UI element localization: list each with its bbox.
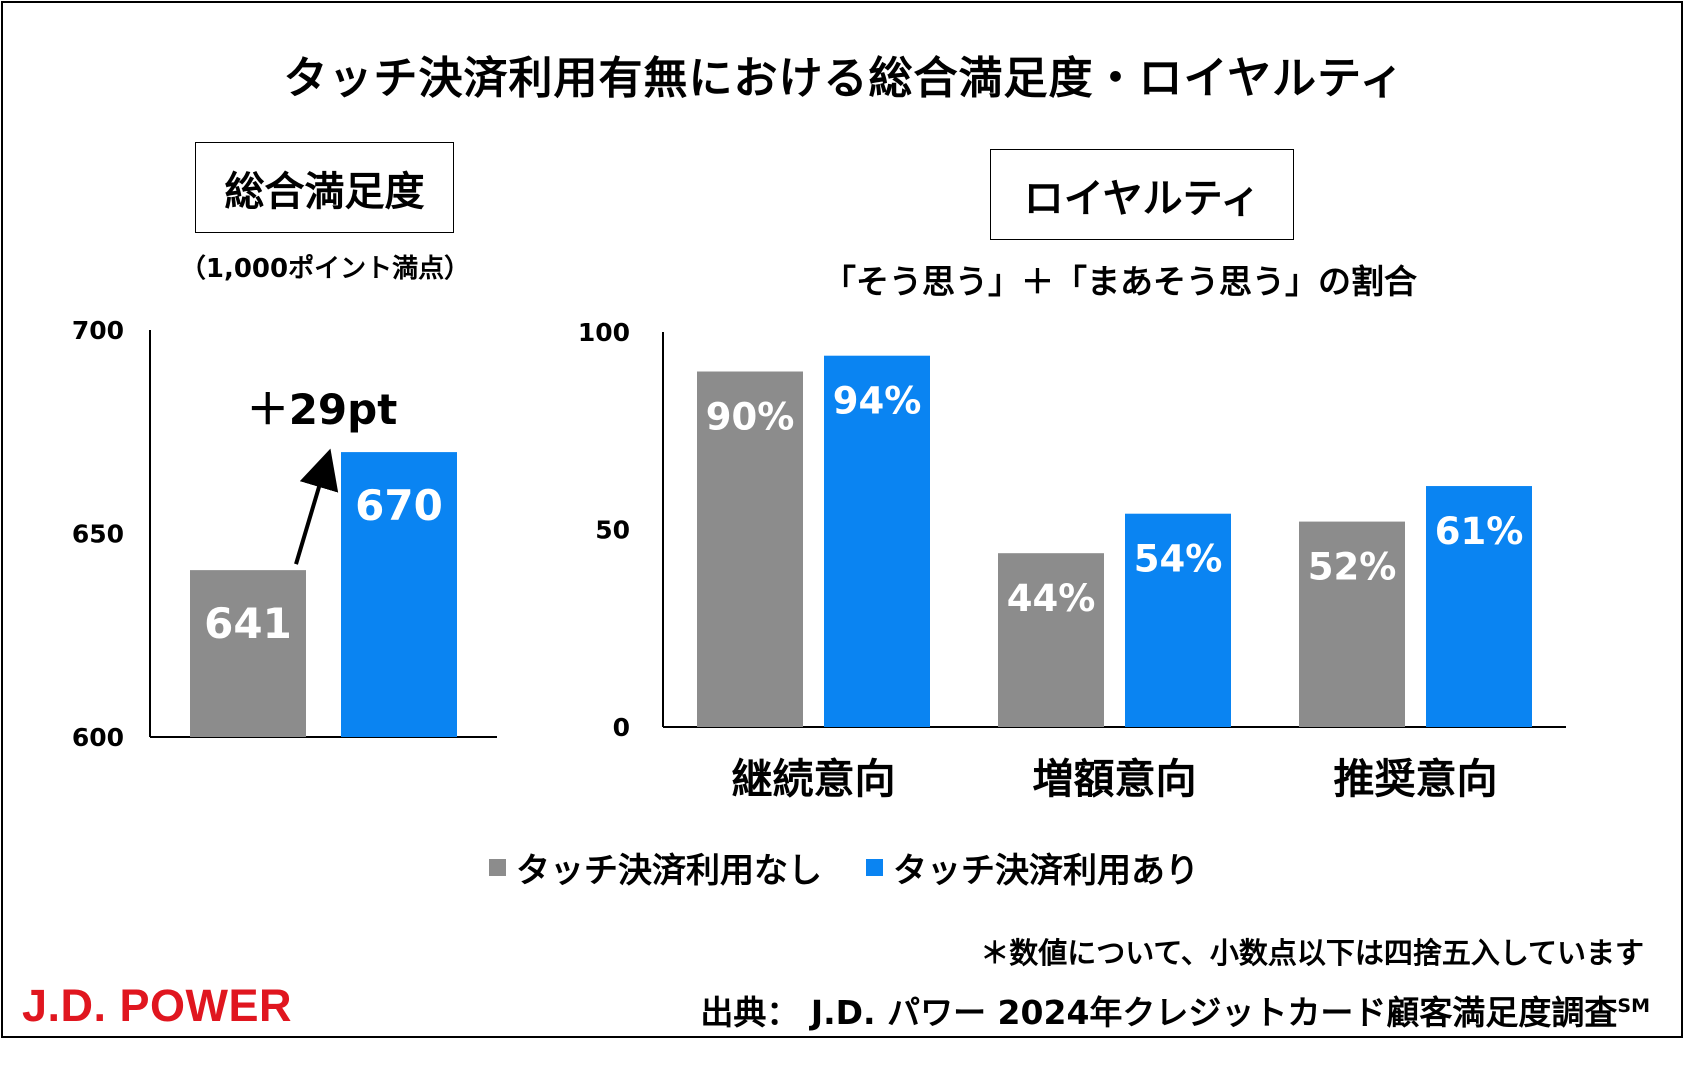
y-tick-label: 700	[72, 316, 124, 345]
footnote: ＊数値について、小数点以下は四捨五入しています	[980, 936, 1644, 970]
satisfaction-chart-title: 総合満足度	[195, 142, 454, 233]
bar	[824, 355, 930, 727]
legend-swatch-gray	[489, 859, 506, 876]
x-category-label: 推奨意向	[1334, 755, 1498, 803]
satisfaction-chart-subtitle: （1,000ポイント満点）	[179, 254, 471, 284]
legend-item-with-touch: タッチ決済利用あり	[866, 843, 1199, 892]
bar	[998, 553, 1104, 727]
legend-item-without-touch: タッチ決済利用なし	[489, 843, 822, 892]
bar	[697, 371, 803, 727]
bar-value-label: 94%	[833, 380, 922, 423]
increase-arrow	[294, 448, 339, 565]
bar-value-label: 641	[204, 599, 292, 648]
y-tick-label: 650	[72, 520, 124, 549]
legend: タッチ決済利用なし タッチ決済利用あり	[0, 843, 1688, 892]
bar	[1125, 513, 1231, 727]
x-category-label: 増額意向	[1033, 755, 1197, 803]
bar-value-label: 54%	[1134, 538, 1223, 581]
bar	[341, 452, 457, 737]
y-tick-label: 600	[72, 723, 124, 752]
loyalty-chart: 0 50 100 90% 94% 継続意向 44% 54% 増額意向 52% 61% 推奨意向	[578, 318, 1566, 803]
source-note: 出典： J.D. パワー 2024年クレジットカード顧客満足度調査SM	[700, 986, 1650, 1034]
chart-frame	[1, 1, 1683, 1038]
source-text: 出典： J.D. パワー 2024年クレジットカード顧客満足度調査	[700, 993, 1618, 1032]
loyalty-chart-subtitle: 「そう思う」＋「まあそう思う」の割合	[823, 262, 1417, 301]
loyalty-chart-title: ロイヤルティ	[990, 149, 1294, 240]
bar-value-label: 44%	[1007, 577, 1096, 620]
service-mark: SM	[1617, 995, 1650, 1017]
y-tick-label: 100	[578, 318, 630, 347]
bar-value-label: 61%	[1435, 510, 1524, 553]
page-title: タッチ決済利用有無における総合満足度・ロイヤルティ	[283, 53, 1405, 104]
difference-annotation: ＋29pt	[247, 385, 398, 434]
bar	[1299, 521, 1405, 727]
legend-swatch-blue	[866, 859, 883, 876]
y-tick-label: 50	[595, 516, 630, 545]
bar	[190, 570, 306, 737]
x-category-label: 継続意向	[732, 755, 896, 803]
jd-power-logo: J.D. POWER	[22, 980, 293, 1031]
bar	[1426, 486, 1532, 727]
legend-label: タッチ決済利用あり	[893, 851, 1199, 891]
y-tick-label: 0	[613, 713, 630, 742]
bar-value-label: 52%	[1308, 546, 1397, 589]
bar-value-label: 670	[355, 481, 443, 530]
legend-label: タッチ決済利用なし	[516, 851, 822, 891]
bar-value-label: 90%	[706, 396, 795, 439]
satisfaction-chart: 600 650 700 641 670 ＋29pt	[72, 316, 497, 752]
